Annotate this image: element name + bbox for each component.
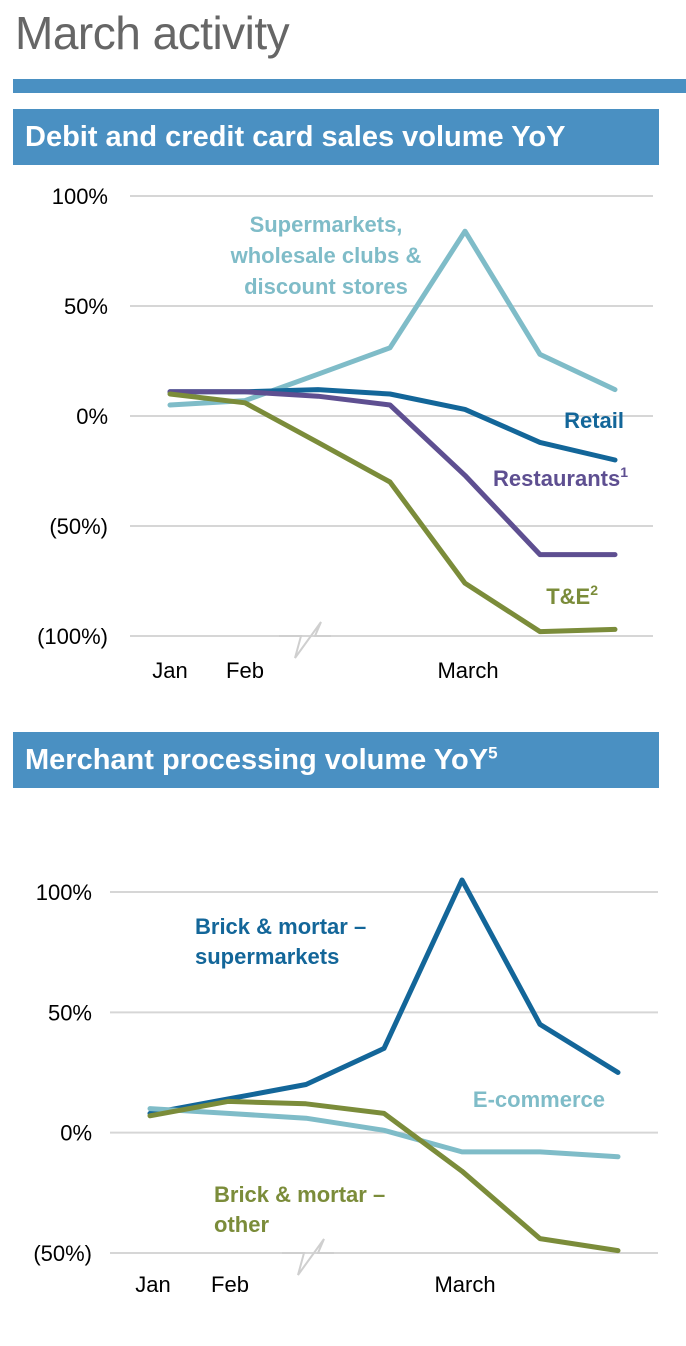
merchant-processing-chart: 100% 50% 0% (50%) Jan Feb March Brick & mortar … [33, 877, 658, 1297]
series-label: Brick & mortar – other [214, 1182, 385, 1237]
chart1-title: Debit and credit card sales volume YoY [25, 121, 566, 153]
y-tick-label: 100% [36, 880, 92, 905]
y-tick-label: 50% [64, 294, 108, 319]
y-tick-label: 0% [60, 1121, 92, 1146]
series-label: Supermarkets, wholesale clubs & discount s… [230, 212, 422, 299]
y-tick-label: (50%) [49, 514, 108, 539]
series-line [147, 1106, 621, 1160]
series-label: E-commerce [473, 1087, 605, 1112]
page-title: March activity [15, 7, 290, 59]
title-divider [13, 79, 686, 93]
x-tick-label: Jan [152, 658, 187, 683]
series-label: Restaurants1 [493, 464, 628, 491]
x-tick-label: Feb [226, 658, 264, 683]
x-tick-label: Jan [135, 1272, 170, 1297]
series-label: T&E2 [546, 582, 598, 609]
chart2-title: Merchant processing volume YoY [25, 744, 489, 776]
y-axis-ticks: 100% 50% 0% (50%) (100%) [37, 184, 108, 649]
series-label: Brick & mortar – supermarkets [195, 914, 366, 969]
x-axis-labels: Jan Feb March [135, 1272, 495, 1297]
axis-break-marker [279, 621, 331, 659]
y-tick-label: 50% [48, 1000, 92, 1025]
card-sales-chart: 100% 50% 0% (50%) (100%) Jan Feb March Supermark… [37, 184, 653, 683]
chart1-header: Debit and credit card sales volume YoY [13, 109, 659, 165]
x-tick-label: March [437, 658, 498, 683]
chart2-header: Merchant processing volume YoY5 [13, 732, 659, 788]
x-axis-labels: Jan Feb March [152, 658, 498, 683]
series-line [167, 389, 618, 558]
y-tick-label: 100% [52, 184, 108, 209]
y-tick-label: 0% [76, 404, 108, 429]
series-label: Retail [564, 408, 624, 433]
series-line [147, 1098, 621, 1254]
axis-break-marker [282, 1238, 334, 1276]
y-tick-label: (100%) [37, 624, 108, 649]
series-line [167, 391, 618, 635]
chart2-title-superscript: 5 [488, 743, 498, 763]
y-tick-label: (50%) [33, 1241, 92, 1266]
x-tick-label: Feb [211, 1272, 249, 1297]
gridlines [130, 195, 653, 637]
y-axis-ticks: 100% 50% 0% (50%) [33, 880, 92, 1266]
x-tick-label: March [434, 1272, 495, 1297]
